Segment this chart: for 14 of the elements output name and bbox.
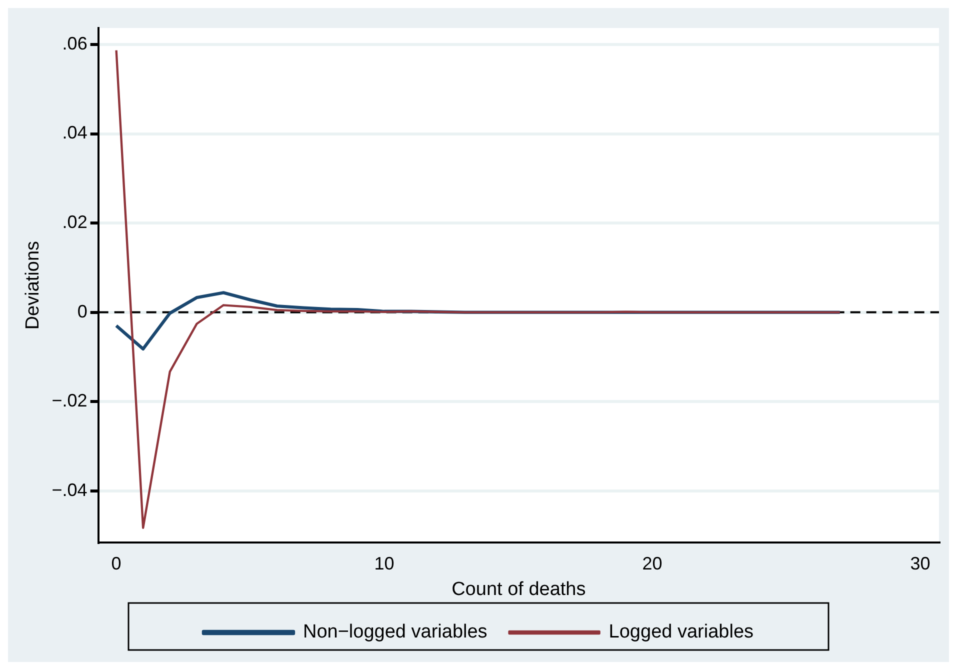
y-tick-label: 0 bbox=[77, 301, 88, 322]
legend-label: Logged variables bbox=[608, 622, 754, 643]
y-tick-label: .02 bbox=[62, 212, 88, 232]
y-axis-title: Deviations bbox=[22, 240, 44, 330]
y-tick-label: −.04 bbox=[52, 480, 88, 500]
x-tick-label: 30 bbox=[910, 553, 930, 574]
legend-label: Non−logged variables bbox=[302, 622, 488, 643]
y-tick-label: .06 bbox=[62, 33, 88, 54]
x-tick-label: 20 bbox=[642, 553, 662, 574]
x-tick-label: 10 bbox=[374, 553, 394, 574]
x-tick-label: 0 bbox=[111, 553, 122, 574]
y-tick-label: −.02 bbox=[52, 390, 88, 411]
y-tick-label: .04 bbox=[62, 122, 88, 143]
x-axis-title: Count of deaths bbox=[452, 578, 586, 600]
